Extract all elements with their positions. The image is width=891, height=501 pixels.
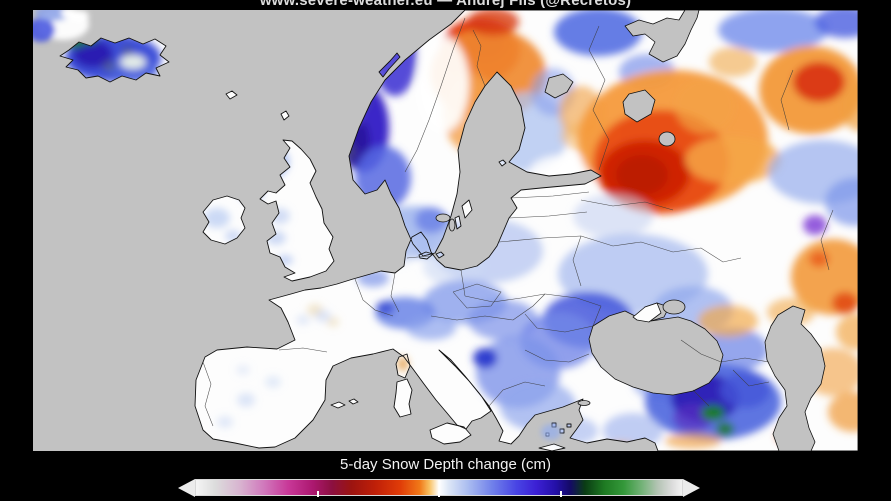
anomaly-blob <box>809 251 829 267</box>
colorbar-right-arrow-icon <box>683 478 700 497</box>
anomaly-blob <box>685 136 781 184</box>
anomaly-blob <box>836 314 858 350</box>
anomaly-blob <box>417 36 469 132</box>
anomaly-blob <box>828 392 858 432</box>
anomaly-blob <box>73 40 113 68</box>
anomaly-blob <box>793 62 845 102</box>
anomaly-blob <box>61 8 77 18</box>
anomaly-blob <box>709 47 757 77</box>
anomaly-blob <box>803 215 827 235</box>
colorbar-title: 5-day Snow Depth change (cm) <box>340 456 551 473</box>
white-sea <box>624 9 700 63</box>
anomaly-blob <box>554 10 642 56</box>
anomaly-blob <box>237 393 255 407</box>
anomaly-blob <box>406 316 456 340</box>
sea-of-marmara <box>577 400 591 406</box>
watermark-title: www.severe-weather.eu — Andrej Flis (@Re… <box>259 0 632 9</box>
colorbar-tick <box>438 491 440 497</box>
caspian-sea <box>764 305 826 452</box>
anomaly-blob <box>573 194 653 238</box>
anomaly-blob <box>265 376 281 388</box>
lakes <box>435 73 676 232</box>
colorbar-tick <box>559 491 562 497</box>
anomaly-blob <box>716 422 734 436</box>
anomaly-blob <box>616 155 668 195</box>
colorbar-gradient <box>195 479 683 497</box>
anomaly-blob <box>415 207 447 233</box>
anomaly-blob <box>701 405 725 421</box>
anomaly-blob <box>27 18 55 42</box>
colorbar-left-arrow-icon <box>178 478 195 497</box>
anomaly-blob <box>541 424 561 440</box>
anomaly-blob <box>815 10 858 38</box>
anomaly-blob <box>376 301 394 315</box>
crimea-peninsula <box>632 302 662 323</box>
anomaly-blob <box>825 178 858 226</box>
anomaly-blob <box>698 305 758 337</box>
europe-map <box>27 5 859 452</box>
inland-seas <box>435 9 826 452</box>
anomaly-blob <box>467 10 519 36</box>
snow-colorbar <box>178 478 700 497</box>
anomaly-blob <box>121 45 133 55</box>
anomaly-blob <box>718 10 828 52</box>
anomaly-blob <box>468 300 538 340</box>
anomaly-blob <box>327 317 339 327</box>
anomaly-blob <box>217 416 233 428</box>
anomaly-blob <box>840 83 858 131</box>
sea-of-azov <box>662 299 686 315</box>
colorbar-tick <box>316 491 319 497</box>
anomaly-blob <box>720 372 770 408</box>
anomaly-blob <box>832 292 858 314</box>
anomaly-blob <box>204 208 230 228</box>
anomaly-blob <box>315 310 331 322</box>
anomaly-blob <box>665 433 721 449</box>
anomaly-blob <box>675 78 735 134</box>
europe-map-svg <box>27 5 859 452</box>
anomaly-blob <box>473 348 497 368</box>
anomaly-blob <box>120 55 146 69</box>
anomaly-blob <box>398 357 408 371</box>
anomaly-blob <box>102 60 116 72</box>
anomaly-blob <box>296 315 310 325</box>
anomaly-blob <box>236 365 250 375</box>
country-borders <box>202 17 834 427</box>
